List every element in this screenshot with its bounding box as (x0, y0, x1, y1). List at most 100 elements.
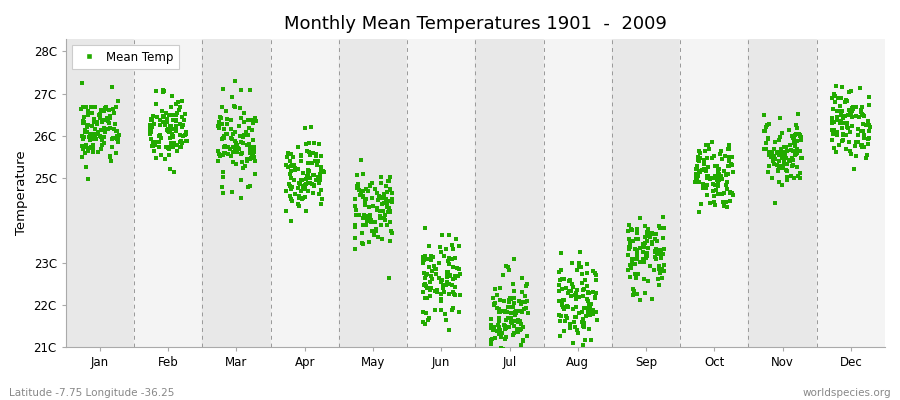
Point (843, 110, 858, 116)
Point (638, 240, 652, 247)
Point (363, 182, 377, 188)
Point (777, 159, 791, 166)
Point (512, 327, 526, 333)
Point (317, 168, 331, 175)
Point (635, 256, 650, 263)
Point (508, 318, 522, 324)
Point (226, 159, 240, 166)
Point (500, 314, 515, 321)
Point (438, 310, 453, 317)
Bar (202, 39, 271, 347)
Point (567, 292, 581, 298)
Point (578, 277, 592, 284)
Point (431, 274, 446, 281)
Point (450, 265, 464, 272)
Point (633, 244, 647, 251)
Point (294, 177, 309, 184)
Point (248, 118, 263, 124)
Point (785, 132, 799, 139)
Point (223, 126, 238, 132)
Point (228, 138, 242, 144)
Point (698, 166, 712, 172)
Point (441, 269, 455, 275)
Point (657, 268, 671, 274)
Point (712, 176, 726, 183)
Point (225, 94, 239, 100)
Point (97, 125, 112, 131)
Point (147, 121, 161, 127)
Point (645, 230, 660, 237)
Point (178, 129, 193, 135)
Point (97, 140, 112, 146)
Point (81, 176, 95, 182)
Point (382, 198, 396, 204)
Point (699, 175, 714, 181)
Point (81, 145, 95, 151)
Point (583, 305, 598, 311)
Point (163, 166, 177, 172)
Point (87, 118, 102, 125)
Point (764, 149, 778, 156)
Point (623, 261, 637, 268)
Point (508, 308, 522, 315)
Point (795, 154, 809, 161)
Point (699, 155, 714, 161)
Point (302, 180, 317, 187)
Point (648, 235, 662, 242)
Point (692, 169, 706, 175)
Point (283, 192, 297, 199)
Point (356, 188, 370, 194)
Point (281, 164, 295, 170)
Point (74, 105, 88, 112)
Point (311, 180, 326, 187)
Point (363, 212, 377, 218)
Point (781, 127, 796, 133)
Point (774, 163, 788, 169)
Point (707, 172, 722, 179)
Point (101, 126, 115, 132)
Point (761, 134, 776, 141)
Point (367, 232, 382, 238)
Bar (134, 39, 202, 347)
Point (580, 306, 595, 313)
Point (298, 184, 312, 191)
Point (622, 236, 636, 243)
Point (416, 254, 430, 260)
Point (844, 123, 859, 130)
Point (507, 294, 521, 301)
Point (241, 125, 256, 131)
Point (509, 309, 524, 316)
Point (230, 146, 245, 153)
Point (365, 203, 380, 209)
Point (626, 286, 641, 292)
Point (367, 186, 382, 192)
Point (553, 282, 567, 288)
Point (302, 172, 316, 179)
Point (787, 136, 801, 142)
Point (497, 366, 511, 372)
Point (315, 167, 329, 174)
Point (150, 113, 165, 120)
Point (691, 168, 706, 174)
Point (572, 310, 586, 316)
Point (436, 285, 450, 291)
Point (517, 337, 531, 344)
Point (351, 181, 365, 187)
Point (376, 208, 391, 215)
Point (504, 296, 518, 302)
Point (111, 139, 125, 145)
Point (570, 267, 584, 274)
Point (645, 239, 660, 245)
Point (699, 142, 714, 149)
Point (364, 216, 378, 223)
Point (168, 124, 183, 130)
Point (423, 279, 437, 286)
Point (630, 247, 644, 253)
Point (81, 107, 95, 114)
Point (850, 153, 864, 160)
Point (498, 309, 512, 316)
Point (698, 183, 712, 190)
Point (309, 152, 323, 159)
Point (81, 112, 95, 118)
Point (111, 135, 125, 141)
